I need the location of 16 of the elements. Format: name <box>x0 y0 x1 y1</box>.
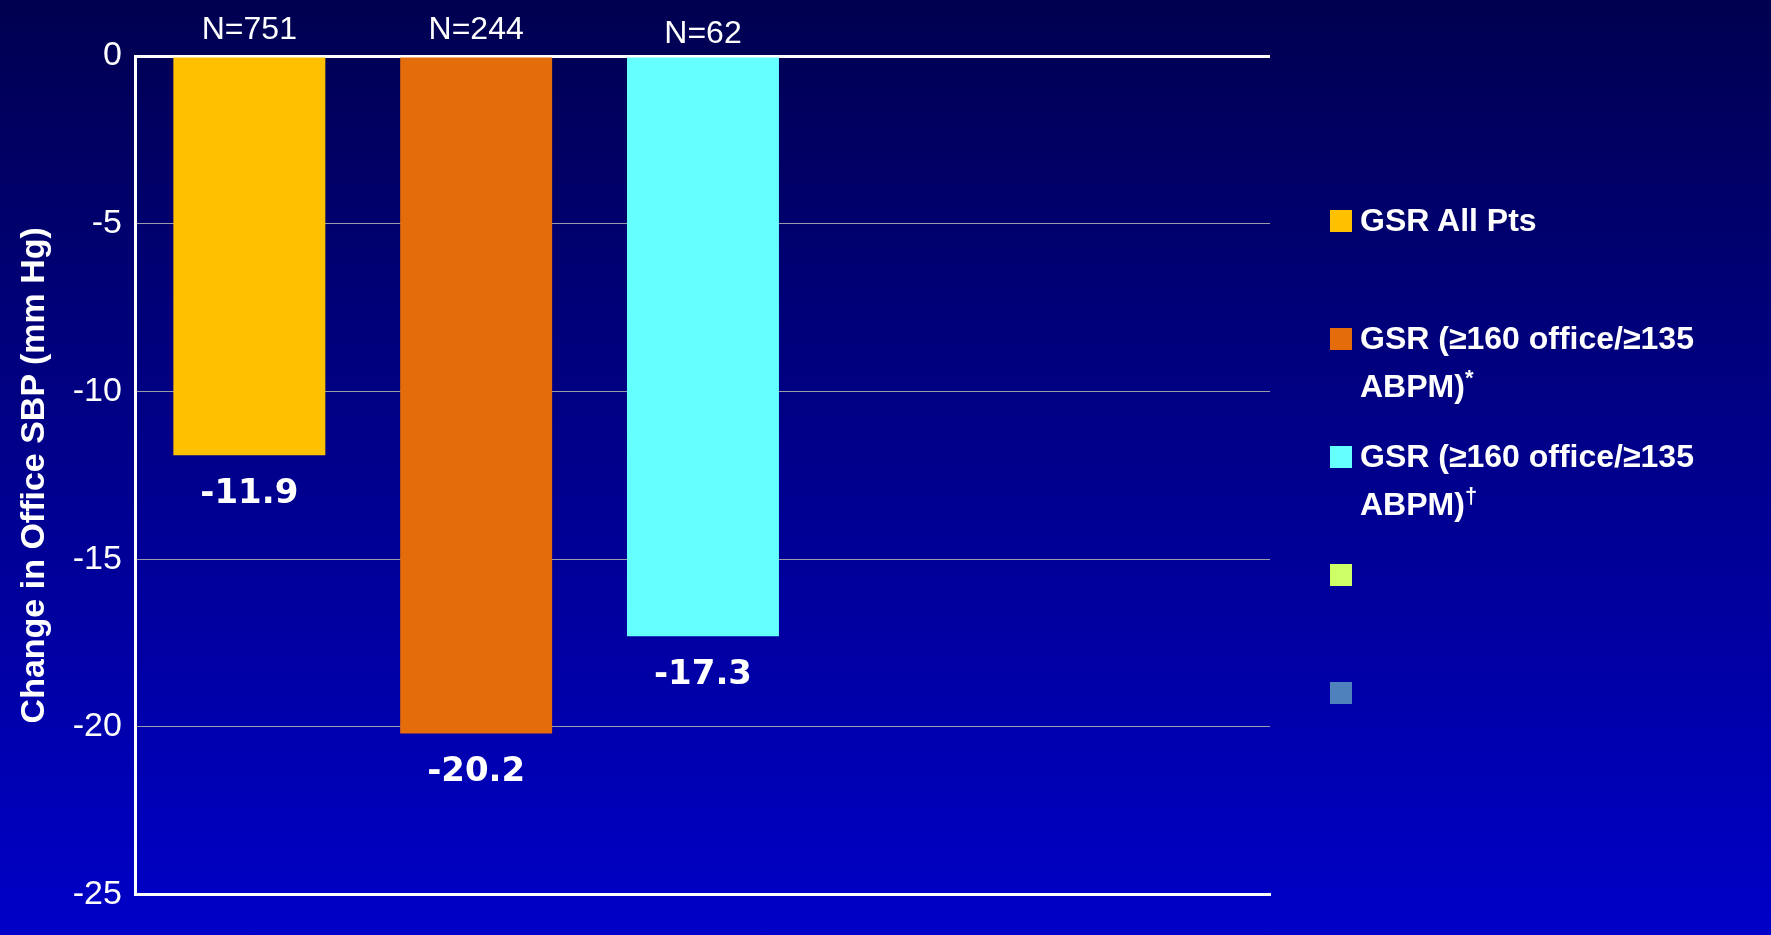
y-tick-label: -20 <box>72 705 122 744</box>
legend-label: GSR (≥160 office/≥135 ABPM)$^{†}$ <box>1360 437 1695 524</box>
y-tick-label: -5 <box>91 202 122 241</box>
text: N=244 <box>428 9 524 46</box>
y-axis-title: Change in Office SBP (mm Hg) <box>12 227 51 724</box>
data-label: -17.3 <box>653 652 752 693</box>
legend-label: GSR All Pts <box>1360 201 1537 240</box>
y-tick-label: -25 <box>72 872 122 911</box>
y-tick-label: -10 <box>72 369 122 408</box>
legend-label: GSR (≥160 office/≥135 ABPM)$^{*}$ <box>1360 319 1695 406</box>
y-tick-label: 0 <box>103 34 122 73</box>
data-label: -20.2 <box>427 749 526 790</box>
text: N=62 <box>664 13 742 50</box>
text: N=751 <box>201 9 297 46</box>
data-label: -11.9 <box>200 471 299 511</box>
y-tick-label: -15 <box>72 537 122 576</box>
